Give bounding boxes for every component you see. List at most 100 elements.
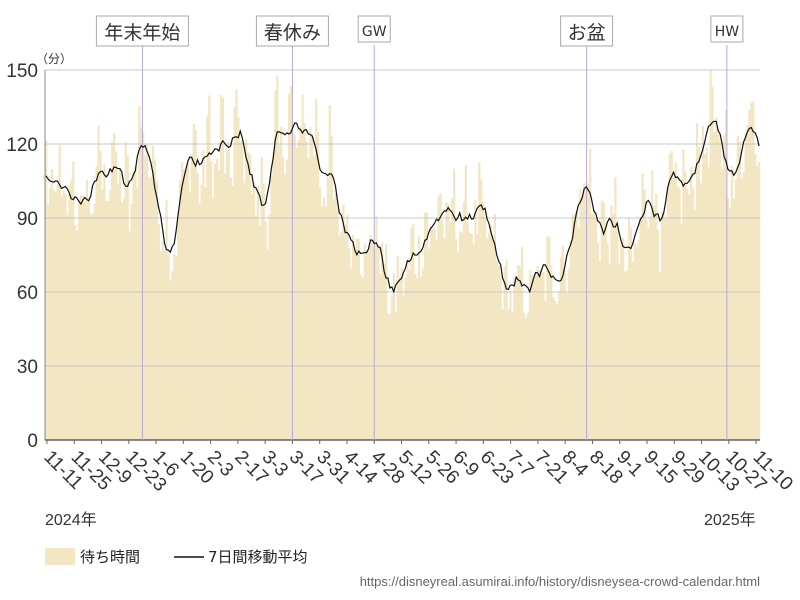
year-label-start: 2024年 <box>45 511 97 529</box>
wait-bar <box>155 181 158 440</box>
source-url[interactable]: https://disneyreal.asumirai.info/history… <box>360 574 760 589</box>
wait-bar <box>571 215 574 440</box>
wait-bar <box>173 253 176 440</box>
wait-bar <box>616 220 619 440</box>
y-tick-label: 30 <box>17 357 38 378</box>
wait-bar <box>431 228 434 440</box>
wait-bar <box>614 176 617 441</box>
y-axis: 0 30 60 90 120 150 <box>6 61 46 452</box>
wait-bar <box>118 168 122 441</box>
wait-bar <box>130 204 133 440</box>
wait-bar <box>385 244 388 440</box>
wait-bar <box>625 270 629 440</box>
wait-bar <box>233 107 236 440</box>
wait-bar <box>287 93 291 441</box>
wait-bar <box>631 261 635 440</box>
wait-bar <box>344 225 347 440</box>
wait-bar <box>342 204 345 440</box>
wait-bar <box>128 231 131 440</box>
wait-bar <box>511 311 514 440</box>
wait-bar <box>78 200 81 440</box>
wait-bar <box>219 95 223 441</box>
event-label-box <box>255 15 329 47</box>
wait-bar <box>563 270 566 440</box>
wait-bar <box>536 265 539 440</box>
wait-bar <box>181 161 184 441</box>
wait-bar <box>182 169 186 441</box>
wait-bar <box>60 196 63 440</box>
wait-bar <box>587 184 590 440</box>
wait-bar <box>649 216 652 440</box>
wait-bar <box>229 177 232 441</box>
wait-bar <box>491 235 495 440</box>
legend: 待ち時間 7日間移動平均 <box>45 548 308 566</box>
wait-bar <box>472 244 475 440</box>
wait-bar <box>664 218 668 440</box>
wait-bar <box>256 185 260 440</box>
wait-bar <box>351 234 355 440</box>
wait-bar <box>534 274 537 440</box>
x-axis: 11-1111-2512-912-231-61-202-32-173-33-17… <box>39 440 797 496</box>
wait-bar <box>707 167 710 440</box>
wait-bar <box>299 126 302 440</box>
wait-bar <box>555 304 559 440</box>
wait-bar <box>383 263 386 440</box>
wait-bar <box>326 177 329 440</box>
wait-bar <box>194 129 197 440</box>
wait-bar <box>163 251 166 440</box>
wait-bar <box>501 309 504 440</box>
wait-bar <box>365 250 368 440</box>
wait-bar <box>470 233 473 440</box>
wait-bar <box>604 222 607 440</box>
wait-bar <box>367 247 370 440</box>
wait-bar <box>723 136 726 440</box>
wait-bar <box>124 141 127 440</box>
wait-bar <box>363 243 366 440</box>
wait-bar <box>758 162 761 440</box>
wait-bar <box>752 101 755 440</box>
wait-bar <box>701 126 704 440</box>
wait-bar <box>668 153 671 440</box>
wait-bar <box>524 317 528 440</box>
wait-bar <box>151 145 155 440</box>
wait-bar <box>315 99 318 441</box>
wait-bar <box>427 248 430 440</box>
wait-bar <box>746 124 749 441</box>
wait-bar <box>629 227 633 440</box>
wait-bar <box>52 190 56 440</box>
wait-bar <box>361 278 364 440</box>
wait-bar <box>635 246 638 440</box>
wait-bar <box>569 241 572 440</box>
wait-bar <box>70 179 73 441</box>
wait-bar <box>136 187 139 440</box>
wait-bar <box>589 148 592 440</box>
wait-bar <box>546 236 549 440</box>
wait-bar <box>235 89 238 440</box>
wait-bar <box>480 180 483 440</box>
wait-bar <box>456 251 460 440</box>
wait-bar <box>225 148 228 440</box>
moving-average-line <box>45 120 760 294</box>
wait-bar <box>83 201 87 440</box>
wait-bar <box>202 149 205 441</box>
wait-bar <box>719 141 722 440</box>
wait-bar <box>754 154 757 440</box>
wait-bar <box>606 243 609 440</box>
wait-bar <box>738 141 741 440</box>
wait-bar <box>684 171 687 440</box>
wait-bar <box>332 199 335 440</box>
wait-bar <box>54 192 57 440</box>
wait-bar <box>489 225 493 440</box>
wait-bar <box>217 169 221 440</box>
event-label-box <box>560 15 614 47</box>
wait-bar <box>400 267 403 440</box>
wait-bar <box>198 203 201 440</box>
wait-bar <box>678 188 681 440</box>
wait-bar <box>499 275 502 440</box>
wait-bar <box>249 154 252 441</box>
wait-bar <box>418 236 421 440</box>
wait-bar <box>165 199 168 440</box>
wait-bar <box>425 212 429 440</box>
wait-bar <box>114 151 118 440</box>
wait-bar <box>682 149 685 440</box>
